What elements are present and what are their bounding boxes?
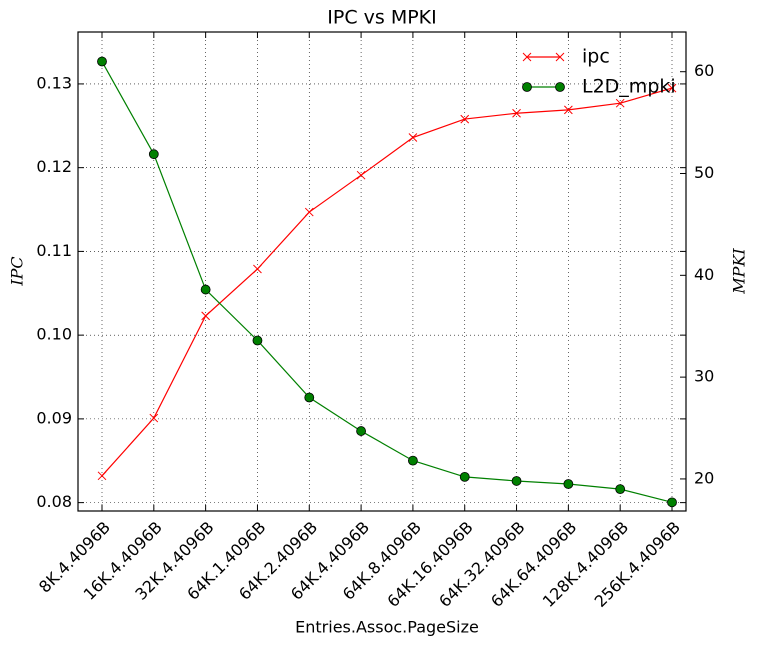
y-tick-label: 0.10 (36, 325, 72, 344)
marker-stroke (512, 108, 521, 118)
marker-stroke (149, 413, 159, 423)
data-point (356, 426, 366, 436)
y-tick-label: 0.12 (36, 157, 72, 176)
y2-tick-label: 60 (694, 61, 714, 80)
y2-tick-label: 30 (694, 367, 714, 386)
plot-frame (77, 31, 687, 512)
data-point (201, 311, 210, 321)
y2-axis-label: MPKI (730, 248, 749, 295)
marker-stroke (555, 52, 565, 62)
y-axis-label: IPC (8, 256, 27, 286)
marker-stroke (356, 170, 366, 180)
data-point (667, 497, 677, 508)
data-point (460, 114, 470, 124)
data-point (356, 170, 366, 180)
x-axis-label: Entries.Assoc.PageSize (295, 618, 479, 637)
y2-tick-label: 50 (694, 163, 714, 182)
y-tick-label: 0.13 (36, 73, 72, 92)
legend-marker (555, 82, 565, 92)
y-tick-label: 0.08 (36, 492, 72, 511)
data-point (408, 455, 418, 466)
series-line (101, 87, 673, 477)
data-point (304, 392, 315, 403)
data-point (252, 335, 263, 346)
y-tick-label: 0.11 (36, 241, 72, 260)
marker-stroke (304, 207, 314, 217)
data-point (148, 149, 159, 160)
marker-stroke (253, 264, 262, 274)
data-point (615, 484, 626, 495)
series-line (101, 61, 673, 503)
data-point (667, 83, 677, 93)
legend-label: ipc (582, 46, 610, 68)
marker-stroke (522, 52, 532, 62)
y2-tick-label: 40 (694, 265, 714, 284)
data-point (408, 133, 418, 142)
marker-stroke (460, 114, 470, 124)
marker-stroke (564, 105, 573, 115)
marker-stroke (667, 83, 677, 93)
marker-stroke (97, 471, 107, 481)
data-point (149, 413, 159, 423)
chart-title: IPC vs MPKI (327, 7, 436, 29)
data-point (97, 471, 107, 481)
data-point (512, 108, 521, 118)
data-point (253, 264, 262, 274)
y-tick-label: 0.09 (36, 408, 72, 427)
data-point (97, 56, 107, 67)
data-point (304, 207, 314, 217)
legend-label: L2D_mpki (582, 76, 676, 98)
data-point (511, 476, 522, 486)
legend-marker (555, 52, 565, 62)
legend-marker (522, 52, 532, 62)
data-point (459, 471, 470, 482)
y2-tick-label: 20 (694, 468, 714, 487)
data-point (615, 98, 625, 108)
legend-marker (522, 82, 532, 92)
data-point (563, 479, 574, 489)
data-point (200, 284, 211, 295)
marker-stroke (408, 133, 418, 142)
marker-stroke (615, 98, 625, 108)
data-point (564, 105, 573, 115)
marker-stroke (201, 311, 210, 321)
